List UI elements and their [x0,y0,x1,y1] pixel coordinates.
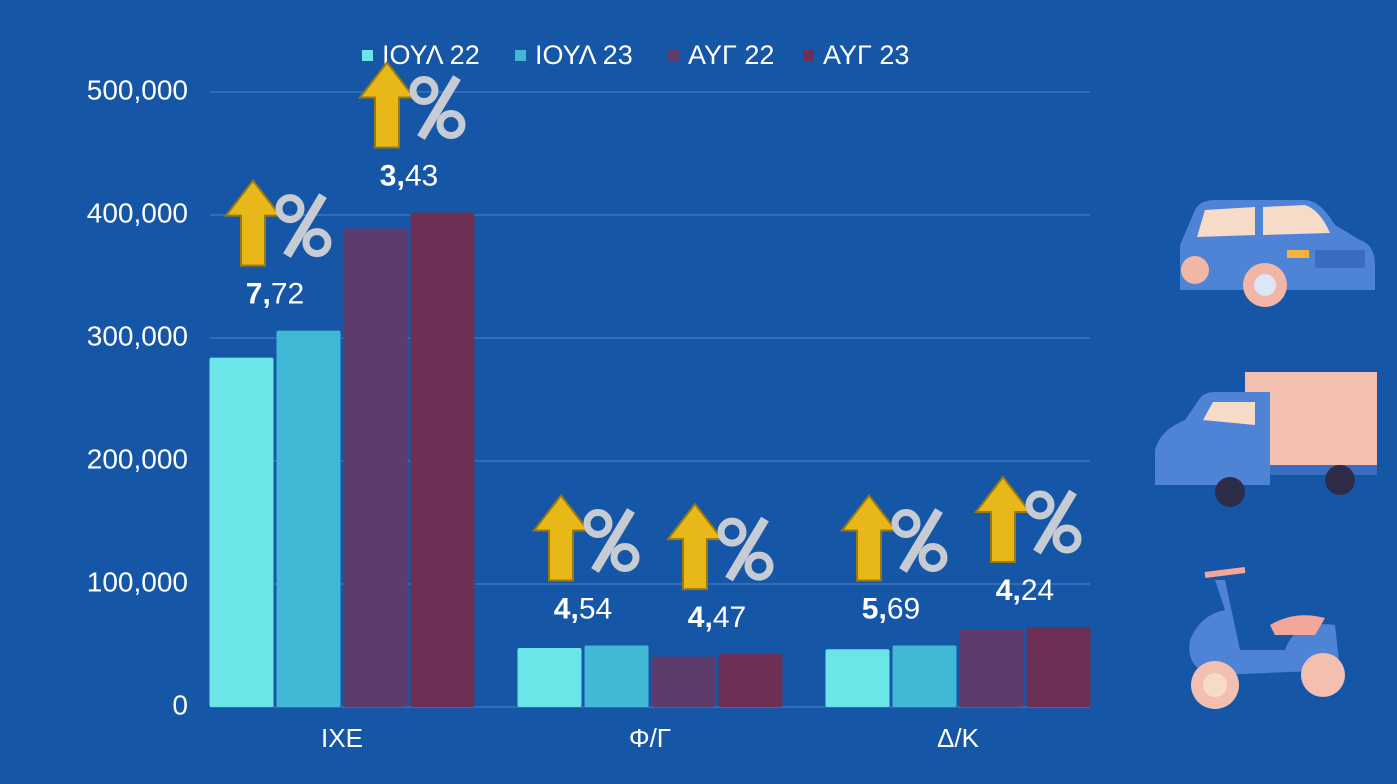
annotation: 7,72 [246,278,304,311]
bar [584,645,649,707]
legend-swatch [668,50,679,61]
legend-label: ΙΟΥΛ 22 [382,40,480,70]
y-tick-label: 200,000 [87,443,188,474]
x-tick-label: Δ/Κ [937,723,980,753]
bar [959,629,1024,707]
percent-slash [283,193,327,258]
truck-icon [1155,372,1377,507]
bar [343,228,408,707]
percent-dot [744,551,774,581]
legend-label: ΑΥΓ 23 [823,40,909,70]
percent-up-icon [531,493,640,582]
percent-up-icon [665,502,774,591]
annotation: 5,69 [862,592,920,625]
legend-label: ΙΟΥΛ 23 [535,40,633,70]
percent-dot [275,194,305,224]
percent-dot [918,543,948,572]
legend-swatch [362,50,373,61]
percent-dot [717,517,747,547]
bar [410,212,475,708]
x-tick-label: Φ/Γ [629,723,671,753]
bar [718,654,783,707]
scooter-icon [1189,567,1345,709]
y-tick-label: 300,000 [87,320,188,351]
annotation: 3,43 [380,159,438,192]
y-tick-label: 400,000 [87,197,188,228]
percent-up-icon [839,493,948,582]
percent-slash [1033,489,1077,555]
legend-swatch [803,50,814,61]
legend-swatch [515,50,526,61]
annotation: 4,47 [688,601,746,634]
percent-dot [891,509,921,538]
percent-slash [417,75,461,140]
percent-dot [1025,490,1055,520]
bar [825,649,890,707]
car-icon [1180,200,1375,307]
percent-dot [302,228,332,258]
legend-label: ΑΥΓ 22 [688,40,774,70]
percent-up-icon [223,178,332,267]
bar [651,656,716,707]
y-tick-label: 100,000 [87,566,188,597]
bar [517,647,582,707]
y-tick-label: 500,000 [87,74,188,105]
percent-dot [409,76,439,106]
percent-dot [583,509,613,538]
x-tick-label: ΙΧΕ [321,723,363,753]
percent-dot [610,543,640,572]
percent-dot [1052,524,1082,554]
percent-slash [725,516,769,582]
bar [276,330,341,707]
bar [1026,627,1091,707]
annotation: 4,54 [554,592,612,625]
percent-up-icon [973,475,1082,564]
percent-slash [899,508,943,573]
bar [209,357,274,707]
bar [892,645,957,707]
y-tick-label: 0 [172,689,188,720]
percent-slash [591,508,635,573]
annotation: 4,24 [996,574,1054,607]
percent-dot [436,110,466,140]
percent-up-icon [357,60,466,149]
